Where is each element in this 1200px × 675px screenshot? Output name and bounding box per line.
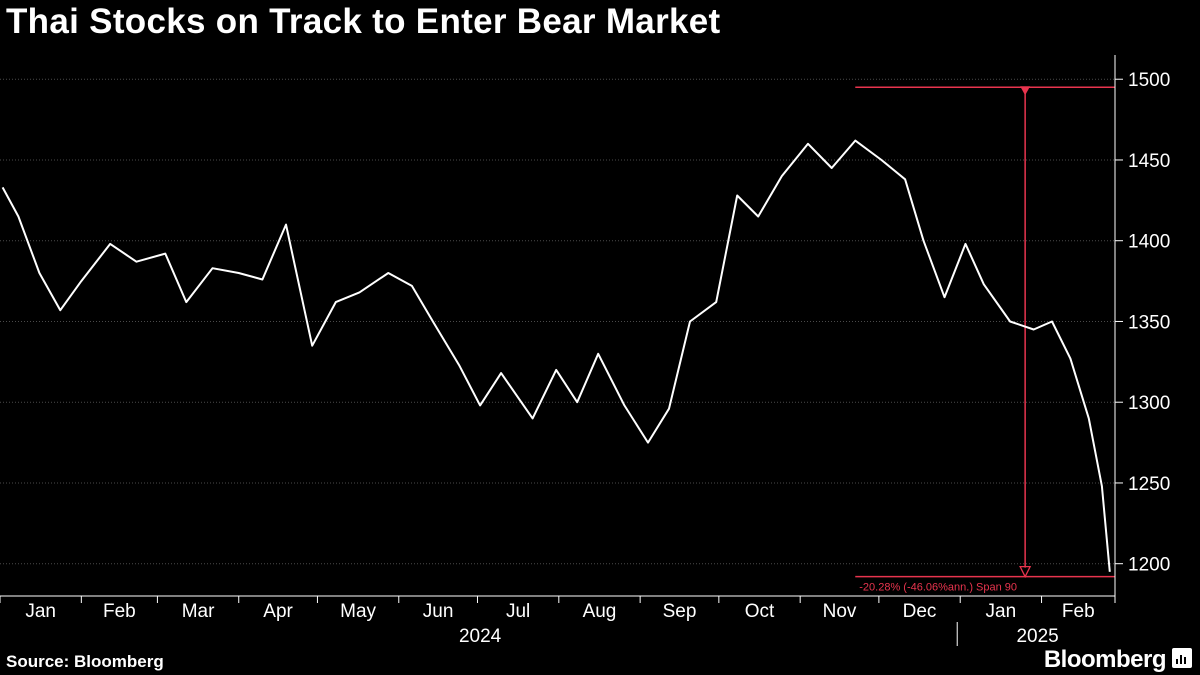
y-tick-label: 1300: [1128, 393, 1170, 414]
year-label: 2025: [1016, 626, 1058, 647]
price-series: [1, 139, 1111, 572]
source-note: Source: Bloomberg: [6, 652, 164, 671]
y-tick-label: 1500: [1128, 70, 1170, 91]
annotation-arrowhead: [1019, 565, 1032, 579]
y-tick-label: 1200: [1128, 555, 1170, 576]
x-tick-label: Dec: [903, 601, 937, 622]
y-tick-label: 1250: [1128, 474, 1170, 495]
y-tick-label: 1450: [1128, 151, 1170, 172]
series-line: [1, 139, 1111, 572]
x-tick-label: Feb: [1062, 601, 1095, 622]
year-label: 2024: [459, 626, 502, 647]
chart-title: Thai Stocks on Track to Enter Bear Marke…: [6, 2, 721, 41]
x-tick-label: Jun: [423, 601, 454, 622]
x-tick-label: Sep: [663, 601, 697, 622]
annotation-arrow-top: [1020, 86, 1031, 96]
axes: 1200 1250 1300 1350 1400 1450 1500 Jan Feb Mar Apr…: [0, 55, 1170, 647]
x-tick-label: Jul: [506, 601, 530, 622]
x-tick-label: Nov: [823, 601, 857, 622]
x-tick-label: Aug: [583, 601, 617, 622]
bloomberg-chart-icon: [1172, 648, 1192, 668]
x-tick-label: Jan: [25, 601, 56, 622]
bloomberg-logo: Bloomberg: [1043, 646, 1167, 673]
x-tick-label: Mar: [182, 601, 215, 622]
annotation-label: -20.28% (-46.06%ann.) Span 90: [859, 582, 1017, 594]
drawdown-annotation: -20.28% (-46.06%ann.) Span 90: [855, 86, 1115, 594]
x-tick-label: Apr: [263, 601, 293, 622]
x-tick-label: Feb: [103, 601, 136, 622]
y-tick-label: 1400: [1128, 232, 1170, 253]
gridlines: [0, 78, 1115, 565]
x-tick-label: Jan: [986, 601, 1017, 622]
y-tick-label: 1350: [1128, 312, 1170, 333]
x-tick-label: May: [340, 601, 376, 622]
x-tick-label: Oct: [745, 601, 775, 622]
